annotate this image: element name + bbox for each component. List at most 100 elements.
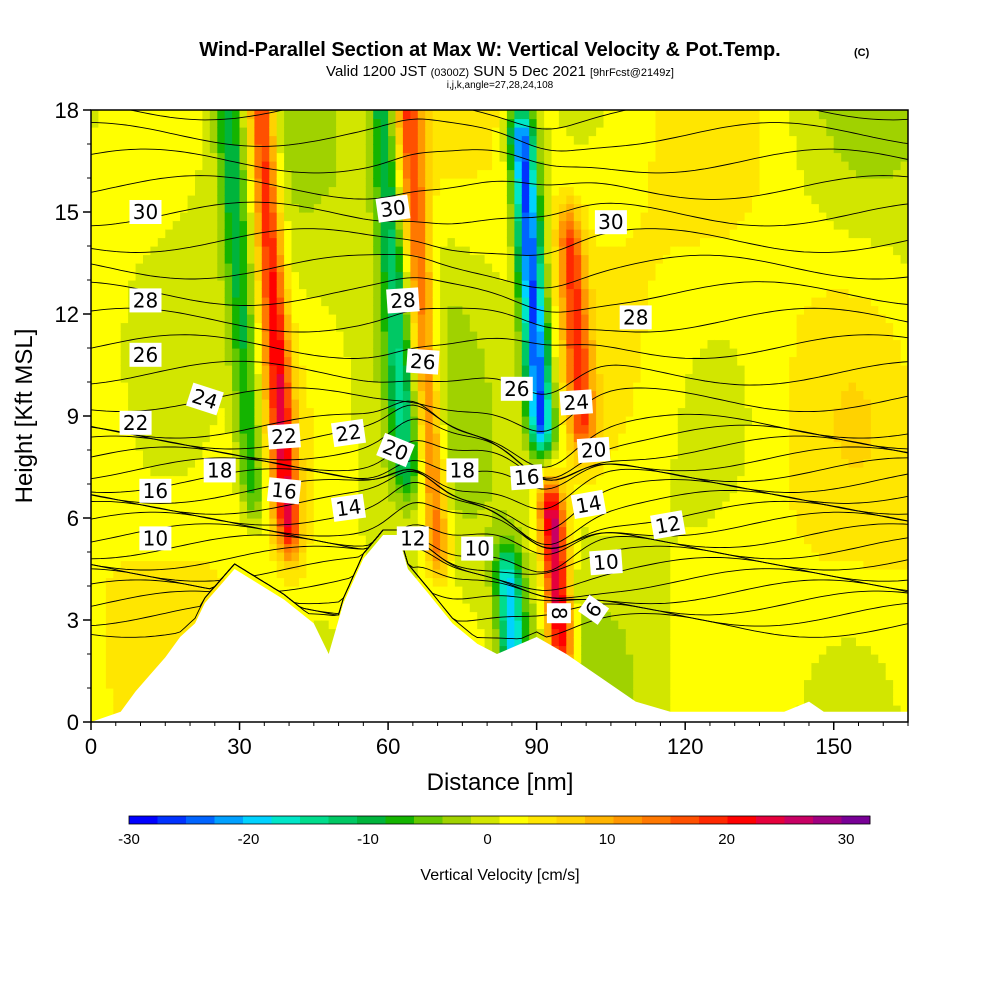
velocity-cell <box>484 484 493 494</box>
velocity-cell <box>135 152 144 162</box>
velocity-cell <box>299 450 307 460</box>
velocity-cell <box>143 637 151 647</box>
velocity-cell <box>113 450 122 460</box>
velocity-cell <box>321 195 330 205</box>
velocity-cell <box>128 110 137 120</box>
velocity-cell <box>261 535 270 545</box>
velocity-cell <box>299 297 307 307</box>
velocity-cell <box>313 586 322 596</box>
velocity-cell <box>506 492 515 502</box>
velocity-cell <box>425 458 434 468</box>
velocity-cell <box>373 390 382 400</box>
velocity-cell <box>143 220 151 230</box>
velocity-cell <box>313 603 322 613</box>
velocity-cell <box>128 586 137 596</box>
velocity-cell <box>306 416 315 426</box>
velocity-cell <box>358 280 367 290</box>
velocity-cell <box>373 535 382 545</box>
velocity-cell <box>128 484 137 494</box>
velocity-cell <box>365 331 374 341</box>
velocity-cell <box>506 552 515 562</box>
velocity-cell <box>558 628 567 638</box>
velocity-cell <box>224 220 233 230</box>
velocity-cell <box>477 424 486 434</box>
velocity-cell <box>566 237 575 247</box>
velocity-cell <box>365 118 374 128</box>
velocity-cell <box>276 322 285 332</box>
velocity-cell <box>321 220 330 230</box>
velocity-cell <box>351 441 359 451</box>
velocity-cell <box>209 288 218 298</box>
velocity-cell <box>254 348 263 358</box>
velocity-cell <box>358 220 367 230</box>
velocity-cell <box>336 144 345 154</box>
velocity-cell <box>425 433 434 443</box>
velocity-cell <box>313 543 322 553</box>
velocity-cell <box>321 152 330 162</box>
velocity-cell <box>432 297 441 307</box>
velocity-cell <box>343 288 352 298</box>
velocity-cell <box>388 322 397 332</box>
velocity-cell <box>506 178 515 188</box>
velocity-cell <box>536 322 545 332</box>
velocity-cell <box>165 586 174 596</box>
velocity-cell <box>91 254 99 264</box>
velocity-cell <box>440 390 449 400</box>
velocity-cell <box>514 314 523 324</box>
velocity-cell <box>425 254 434 264</box>
velocity-cell <box>254 577 263 587</box>
velocity-cell <box>187 220 196 230</box>
velocity-cell <box>247 118 255 128</box>
velocity-cell <box>321 271 330 281</box>
velocity-cell <box>440 433 449 443</box>
velocity-cell <box>536 314 545 324</box>
velocity-cell <box>321 127 330 137</box>
velocity-cell <box>91 288 99 298</box>
velocity-cell <box>462 450 471 460</box>
velocity-cell <box>484 416 493 426</box>
velocity-cell <box>358 169 367 179</box>
velocity-cell <box>454 288 463 298</box>
velocity-cell <box>351 135 359 145</box>
velocity-cell <box>105 611 114 621</box>
velocity-cell <box>209 543 218 553</box>
velocity-cell <box>180 152 189 162</box>
velocity-cell <box>224 110 233 120</box>
velocity-cell <box>217 161 226 171</box>
velocity-cell <box>506 144 515 154</box>
velocity-cell <box>432 263 441 273</box>
velocity-cell <box>447 390 456 400</box>
velocity-cell <box>469 577 478 587</box>
velocity-cell <box>150 569 159 579</box>
velocity-cell <box>440 424 449 434</box>
velocity-cell <box>499 399 508 409</box>
velocity-cell <box>395 280 404 290</box>
velocity-cell <box>432 424 441 434</box>
velocity-cell <box>365 237 374 247</box>
velocity-cell <box>544 467 553 477</box>
velocity-cell <box>284 161 293 171</box>
velocity-cell <box>365 501 374 511</box>
velocity-cell <box>150 220 159 230</box>
velocity-cell <box>514 288 523 298</box>
velocity-cell <box>172 594 181 604</box>
velocity-cell <box>202 373 211 383</box>
velocity-cell <box>224 161 233 171</box>
velocity-cell <box>425 271 434 281</box>
velocity-cell <box>172 314 181 324</box>
velocity-cell <box>417 127 426 137</box>
velocity-cell <box>425 152 434 162</box>
velocity-cell <box>157 509 166 519</box>
velocity-cell <box>462 382 471 392</box>
velocity-cell <box>261 441 270 451</box>
velocity-cell <box>217 365 226 375</box>
velocity-cell <box>573 416 582 426</box>
velocity-cell <box>269 416 278 426</box>
velocity-cell <box>544 348 553 358</box>
velocity-cell <box>343 535 352 545</box>
velocity-cell <box>395 399 404 409</box>
velocity-cell <box>521 280 530 290</box>
velocity-cell <box>165 254 174 264</box>
velocity-cell <box>462 152 471 162</box>
velocity-cell <box>157 246 166 256</box>
